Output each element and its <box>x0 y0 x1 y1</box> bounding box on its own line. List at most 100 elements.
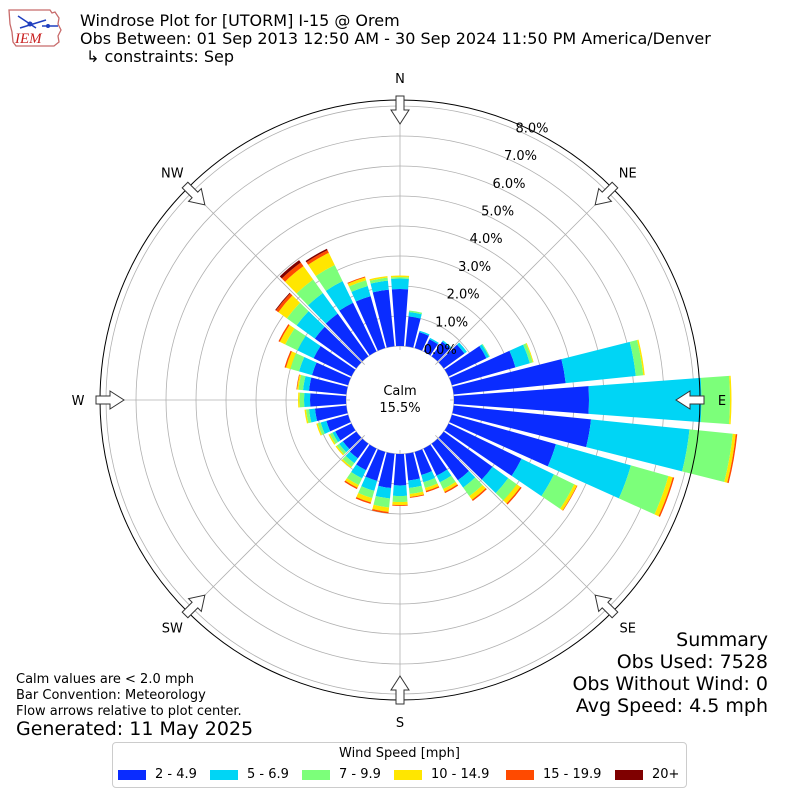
radial-tick-label: 6.0% <box>493 177 526 192</box>
windrose-bar-segment <box>279 260 301 279</box>
calm-note: Calm values are < 2.0 mph <box>16 672 195 687</box>
windrose-bar-segment <box>311 362 351 386</box>
legend-label: 15 - 19.9 <box>543 767 602 782</box>
legend-item: 5 - 6.9 <box>210 767 289 782</box>
legend-title: Wind Speed [mph] <box>339 746 460 761</box>
windrose-bar-segment <box>429 337 439 345</box>
windrose-bar-segment <box>356 444 377 471</box>
flow-arrow <box>95 390 125 410</box>
windrose-bar-segment <box>654 475 673 517</box>
windrose-bar-segment <box>275 292 291 311</box>
windrose-bar-segment <box>281 262 304 282</box>
radial-tick-label: 4.0% <box>470 232 503 247</box>
windrose-bar-segment <box>298 356 317 376</box>
calm-value: 15.5% <box>379 401 420 416</box>
windrose-bar-segment <box>452 405 592 448</box>
windrose-bar-segment <box>637 339 645 376</box>
windrose-bar-segment <box>326 414 351 432</box>
windrose-bar-segment <box>700 375 730 425</box>
windrose-bar-segment <box>509 344 530 368</box>
legend-label: 2 - 4.9 <box>155 767 197 782</box>
windrose-bar-segment <box>341 459 352 469</box>
windrose-bar-segment <box>414 332 429 351</box>
windrose-bar-segment <box>444 484 459 494</box>
legend-label: 5 - 6.9 <box>247 767 289 782</box>
windrose-bar-segment <box>296 279 323 306</box>
windrose-bar-segment <box>586 419 690 472</box>
windrose-bar-segment <box>285 351 297 369</box>
windrose-bar-segment <box>414 449 432 476</box>
windrose-bar-segment <box>419 330 430 336</box>
flow-arrow <box>675 390 705 410</box>
radial-tick-label: 2.0% <box>447 288 480 303</box>
windrose-bar-segment <box>348 280 368 292</box>
windrose-bar-segment <box>481 466 509 494</box>
windrose-bar-segment <box>315 264 343 291</box>
compass-label: E <box>718 394 726 409</box>
legend-item: 2 - 4.9 <box>118 767 197 782</box>
windrose-bar-segment <box>405 316 421 348</box>
radial-tick-label: 7.0% <box>504 149 537 164</box>
bar-convention-note: Bar Convention: Meteorology <box>16 688 206 703</box>
windrose-bar-segment <box>443 481 458 492</box>
compass-label: S <box>396 716 404 731</box>
flow-arrow <box>181 181 206 206</box>
chart-title: Windrose Plot for [UTORM] I-15 @ Orem <box>80 11 400 30</box>
windrose-bar-segment <box>356 493 373 503</box>
radial-tick-label: 1.0% <box>435 315 468 330</box>
windrose-bar-segment <box>305 248 328 263</box>
windrose-bar-segment <box>456 342 467 354</box>
windrose-bar-segment <box>355 497 371 504</box>
windrose-bar-segment <box>452 359 566 395</box>
legend: Wind Speed [mph] 2 - 4.9 5 - 6.9 7 - 9.9… <box>112 742 687 788</box>
windrose-bar-segment <box>392 495 408 503</box>
flow-arrow <box>181 594 206 619</box>
windrose-bar-segment <box>392 504 408 506</box>
windrose-bar-segment <box>344 480 358 490</box>
windrose-bar-segment <box>629 340 644 377</box>
windrose-bar-segment <box>290 353 305 372</box>
windrose-bars <box>275 248 738 517</box>
windrose-bar-segment <box>375 485 392 499</box>
flow-arrow <box>594 181 619 206</box>
chart-subtitle: Obs Between: 01 Sep 2013 12:50 AM - 30 S… <box>80 29 711 48</box>
windrose-bar-segment <box>449 350 516 386</box>
windrose-bar-segment <box>481 343 490 357</box>
summary-obs-without-wind: Obs Without Wind: 0 <box>572 673 768 695</box>
windrose-bar-segment <box>329 432 338 444</box>
windrose-bar-segment <box>278 324 290 342</box>
windrose-bar-segment <box>358 486 375 499</box>
windrose-bar-segment <box>408 311 422 319</box>
windrose-bar-segment <box>444 346 487 377</box>
logo-text: IEM <box>14 31 43 47</box>
windrose-bar-segment <box>369 276 388 281</box>
windrose-bar-segment <box>503 484 521 504</box>
windrose-bar-segment <box>373 495 390 508</box>
windrose-bar-segment <box>299 392 305 408</box>
windrose-bar-segment <box>305 409 312 424</box>
summary-avg-speed: Avg Speed: 4.5 mph <box>575 695 768 717</box>
windrose-bar-segment <box>562 485 578 511</box>
windrose-bar-segment <box>345 478 359 488</box>
radial-tick-label: 8.0% <box>516 121 549 136</box>
generated-date: Generated: 11 May 2025 <box>16 718 254 740</box>
flow-arrows-note: Flow arrows relative to plot center. <box>16 704 242 719</box>
windrose-bar-segment <box>541 474 575 509</box>
windrose-bar-segment <box>372 504 390 512</box>
windrose-bar-segment <box>342 455 355 467</box>
windrose-bar-segment <box>438 431 493 480</box>
windrose-bar-segment <box>313 346 356 377</box>
calm-center: Calm 15.5% <box>350 350 450 450</box>
flow-arrow <box>594 594 619 619</box>
windrose-bar-segment <box>392 501 408 506</box>
windrose-bar-segment <box>439 475 456 490</box>
windrose-bar-segment <box>392 485 408 496</box>
calm-label: Calm <box>383 384 416 399</box>
polar-axis: 0.0% 1.0% 2.0% 3.0% 4.0% 5.0% 6.0% 7.0% 8.0% N NE E… <box>72 72 727 731</box>
windrose-bar-segment <box>306 250 329 265</box>
windrose-bar-segment <box>335 445 345 456</box>
windrose-bar-segment <box>347 277 367 287</box>
windrose-bar-segment <box>336 443 347 455</box>
windrose-bar-segment <box>355 296 386 351</box>
